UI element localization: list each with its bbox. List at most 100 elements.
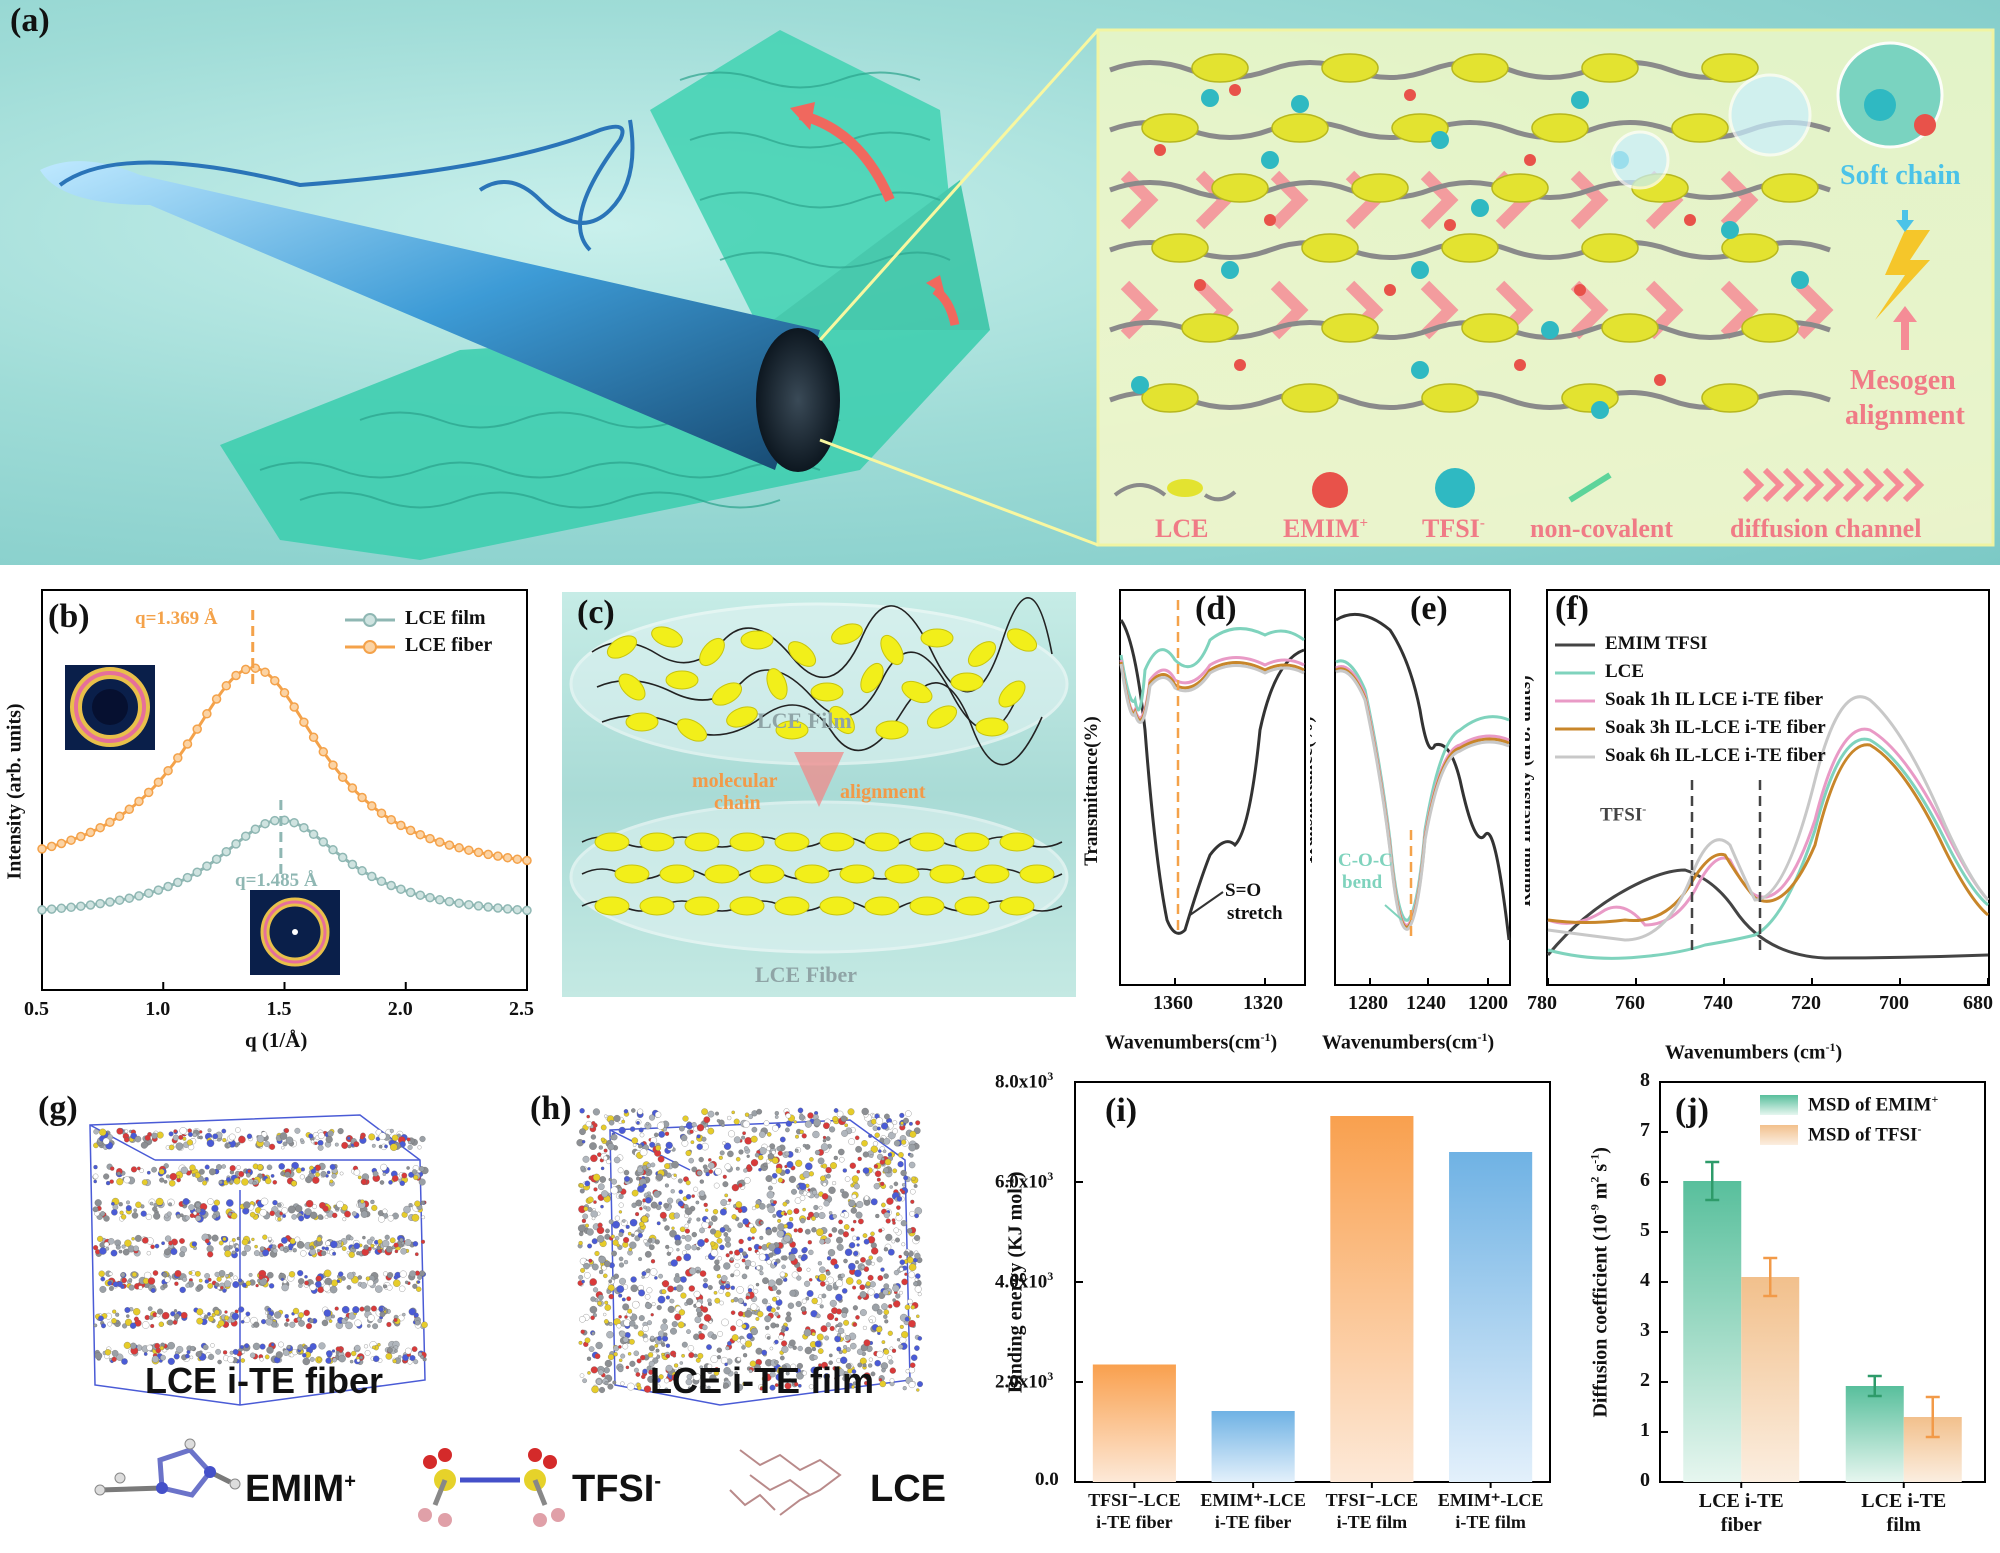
atom (196, 1284, 204, 1291)
atom (751, 1310, 756, 1315)
data-point (337, 852, 348, 863)
atom (818, 1363, 822, 1368)
data-point (299, 717, 309, 727)
atom (229, 1240, 234, 1246)
atom (826, 1284, 833, 1292)
atom (741, 1345, 746, 1350)
atom (222, 1138, 227, 1143)
atom (663, 1202, 669, 1209)
atom (618, 1126, 626, 1134)
atom (761, 1298, 768, 1305)
f-xtick-720: 720 (1791, 992, 1821, 1014)
atom (819, 1266, 826, 1273)
legend-mesogen-icon (1167, 479, 1203, 497)
atom (245, 1280, 252, 1286)
atom (755, 1282, 760, 1287)
atom (225, 1274, 229, 1278)
y-ticks (1660, 1081, 1905, 1488)
atom (627, 1231, 632, 1236)
atom (139, 1168, 144, 1173)
atom (854, 1269, 862, 1278)
atom (332, 1357, 337, 1363)
atom (115, 1312, 120, 1317)
atom (170, 1248, 178, 1256)
atom (735, 1156, 741, 1162)
atom (258, 1275, 264, 1280)
atom (843, 1224, 850, 1230)
atom (855, 1145, 862, 1153)
atom (317, 1214, 324, 1220)
atom (336, 1200, 344, 1208)
atom (122, 1248, 130, 1256)
atom (883, 1348, 890, 1355)
atom (820, 1281, 826, 1287)
data-point (240, 664, 251, 675)
bar-0-0 (1683, 1181, 1742, 1482)
atom (144, 1134, 151, 1141)
atom (622, 1219, 626, 1223)
atom (851, 1194, 857, 1200)
atom (738, 1149, 744, 1155)
atom (680, 1276, 687, 1283)
atom (371, 1143, 376, 1148)
atom (407, 1140, 412, 1145)
atom (883, 1247, 889, 1252)
atom (650, 1201, 658, 1209)
atom (387, 1347, 393, 1353)
atom (825, 1281, 830, 1286)
atom (596, 1378, 602, 1385)
atom (801, 1298, 807, 1304)
atom (777, 1218, 782, 1223)
atom (706, 1344, 712, 1350)
atom (309, 1356, 315, 1362)
lce-molecule-label: LCE (870, 1468, 946, 1510)
atom (744, 1259, 752, 1267)
atom (812, 1130, 820, 1139)
atom (411, 1213, 420, 1222)
atom (612, 1239, 619, 1246)
atom (613, 1273, 619, 1279)
atom (825, 1166, 832, 1174)
atom (914, 1277, 919, 1282)
atom (618, 1262, 625, 1268)
atom (309, 1248, 316, 1256)
atom (320, 1170, 327, 1178)
atom (180, 1311, 188, 1319)
atom (309, 1343, 317, 1350)
atom (705, 1208, 709, 1212)
atom (802, 1207, 806, 1212)
atom (385, 1245, 393, 1253)
atom (908, 1263, 917, 1272)
f-xtick-740: 740 (1703, 992, 1733, 1014)
atom (367, 1279, 374, 1287)
atom (604, 1304, 612, 1311)
atom (711, 1333, 718, 1340)
atom (738, 1238, 744, 1245)
atom (812, 1355, 818, 1360)
atom (680, 1134, 688, 1142)
atom (916, 1314, 920, 1319)
atom (858, 1218, 864, 1225)
atom (758, 1245, 762, 1250)
atom (718, 1288, 724, 1294)
atom (829, 1126, 836, 1133)
atom (407, 1144, 413, 1150)
atom (256, 1135, 265, 1143)
atom (878, 1378, 883, 1382)
atom (330, 1240, 338, 1249)
atom (623, 1109, 629, 1114)
atom (269, 1143, 276, 1150)
atom (657, 1155, 665, 1163)
atom (607, 1143, 615, 1151)
atom (743, 1168, 748, 1173)
atom (260, 1197, 269, 1206)
atom (684, 1223, 689, 1229)
atom (148, 1315, 154, 1320)
atom (192, 1211, 197, 1216)
i-category-label: i-TE fiber (1096, 1512, 1173, 1532)
atom (819, 1238, 825, 1245)
panel-g-md-fiber: (g) LCE i-TE fiber (0, 1070, 470, 1420)
atom (876, 1126, 881, 1131)
atom (621, 1119, 626, 1124)
atom (915, 1273, 921, 1279)
